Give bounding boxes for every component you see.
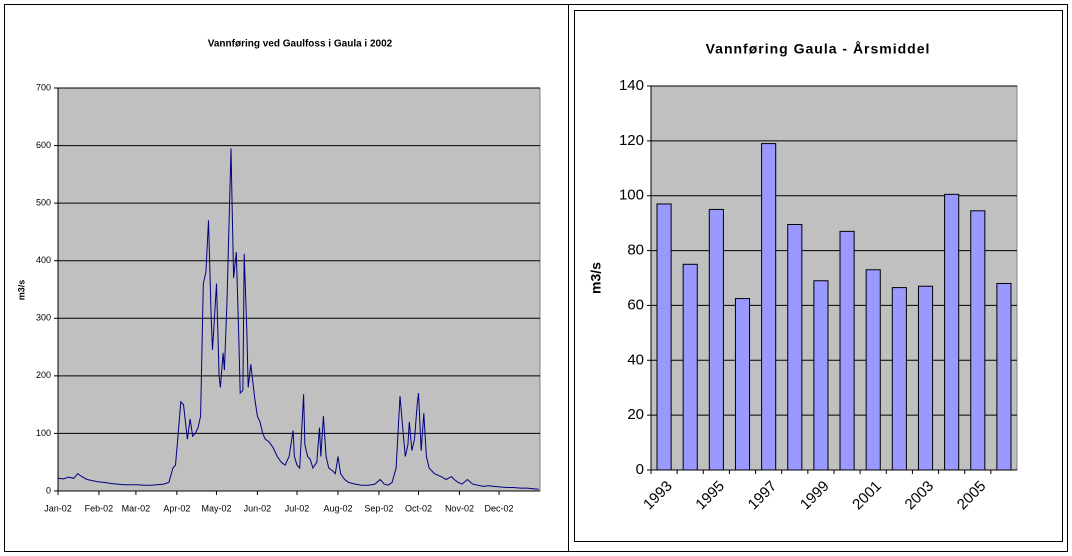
y-tick-label: 120 (619, 132, 644, 149)
bar (787, 224, 803, 471)
chart-title: Vannføring ved Gaulfoss i Gaula i 2002 (208, 39, 393, 50)
bar (813, 280, 829, 471)
y-axis-label: m3/s (16, 280, 26, 301)
x-tick-label: Mar-02 (122, 503, 151, 513)
y-tick-label: 80 (627, 242, 644, 259)
x-tick-label: May-02 (201, 503, 231, 513)
x-tick-label: Dec-02 (485, 503, 514, 513)
y-tick-label: 200 (36, 370, 51, 380)
line (57, 148, 539, 490)
y-tick-label: 60 (627, 296, 644, 313)
x-tick-label: Jan-02 (44, 503, 72, 513)
x-tick-label: Sep-02 (364, 503, 393, 513)
bar (682, 263, 698, 471)
y-tick-label: 0 (46, 485, 51, 495)
y-tick-label: 140 (619, 77, 644, 94)
y-tick-label: 100 (619, 187, 644, 204)
y-tick-label: 0 (636, 461, 644, 478)
y-tick-label: 300 (36, 313, 51, 323)
bar (944, 193, 960, 471)
x-tick-label: Nov-02 (445, 503, 474, 513)
bar (917, 285, 934, 471)
x-tick-label: Apr-02 (163, 503, 190, 513)
bar (865, 269, 881, 471)
x-tick-label: Jul-02 (285, 503, 310, 513)
bar (891, 287, 907, 471)
bar (970, 210, 986, 471)
x-tick-label: Oct-02 (405, 503, 432, 513)
y-axis-label: m3/s (588, 262, 604, 294)
y-tick-label: 100 (36, 428, 51, 438)
y-tick-label: 700 (36, 82, 51, 92)
bar (734, 298, 751, 471)
chart-border (574, 10, 1063, 542)
x-tick-label: Feb-02 (85, 503, 114, 513)
bar (708, 208, 724, 471)
bar (839, 230, 855, 471)
y-tick-label: 20 (627, 406, 644, 423)
plot-area (650, 85, 1018, 471)
bar (656, 203, 672, 471)
bar (996, 282, 1012, 471)
y-tick-label: 400 (36, 255, 51, 265)
x-tick-label: Jun-02 (244, 503, 272, 513)
chart-title: Vannføring Gaula - Årsmiddel (706, 41, 931, 57)
plot-area (57, 87, 541, 492)
y-tick-label: 40 (627, 351, 644, 368)
bar (761, 143, 777, 471)
x-tick-label: Aug-02 (323, 503, 352, 513)
y-tick-label: 600 (36, 140, 51, 150)
y-tick-label: 500 (36, 198, 51, 208)
